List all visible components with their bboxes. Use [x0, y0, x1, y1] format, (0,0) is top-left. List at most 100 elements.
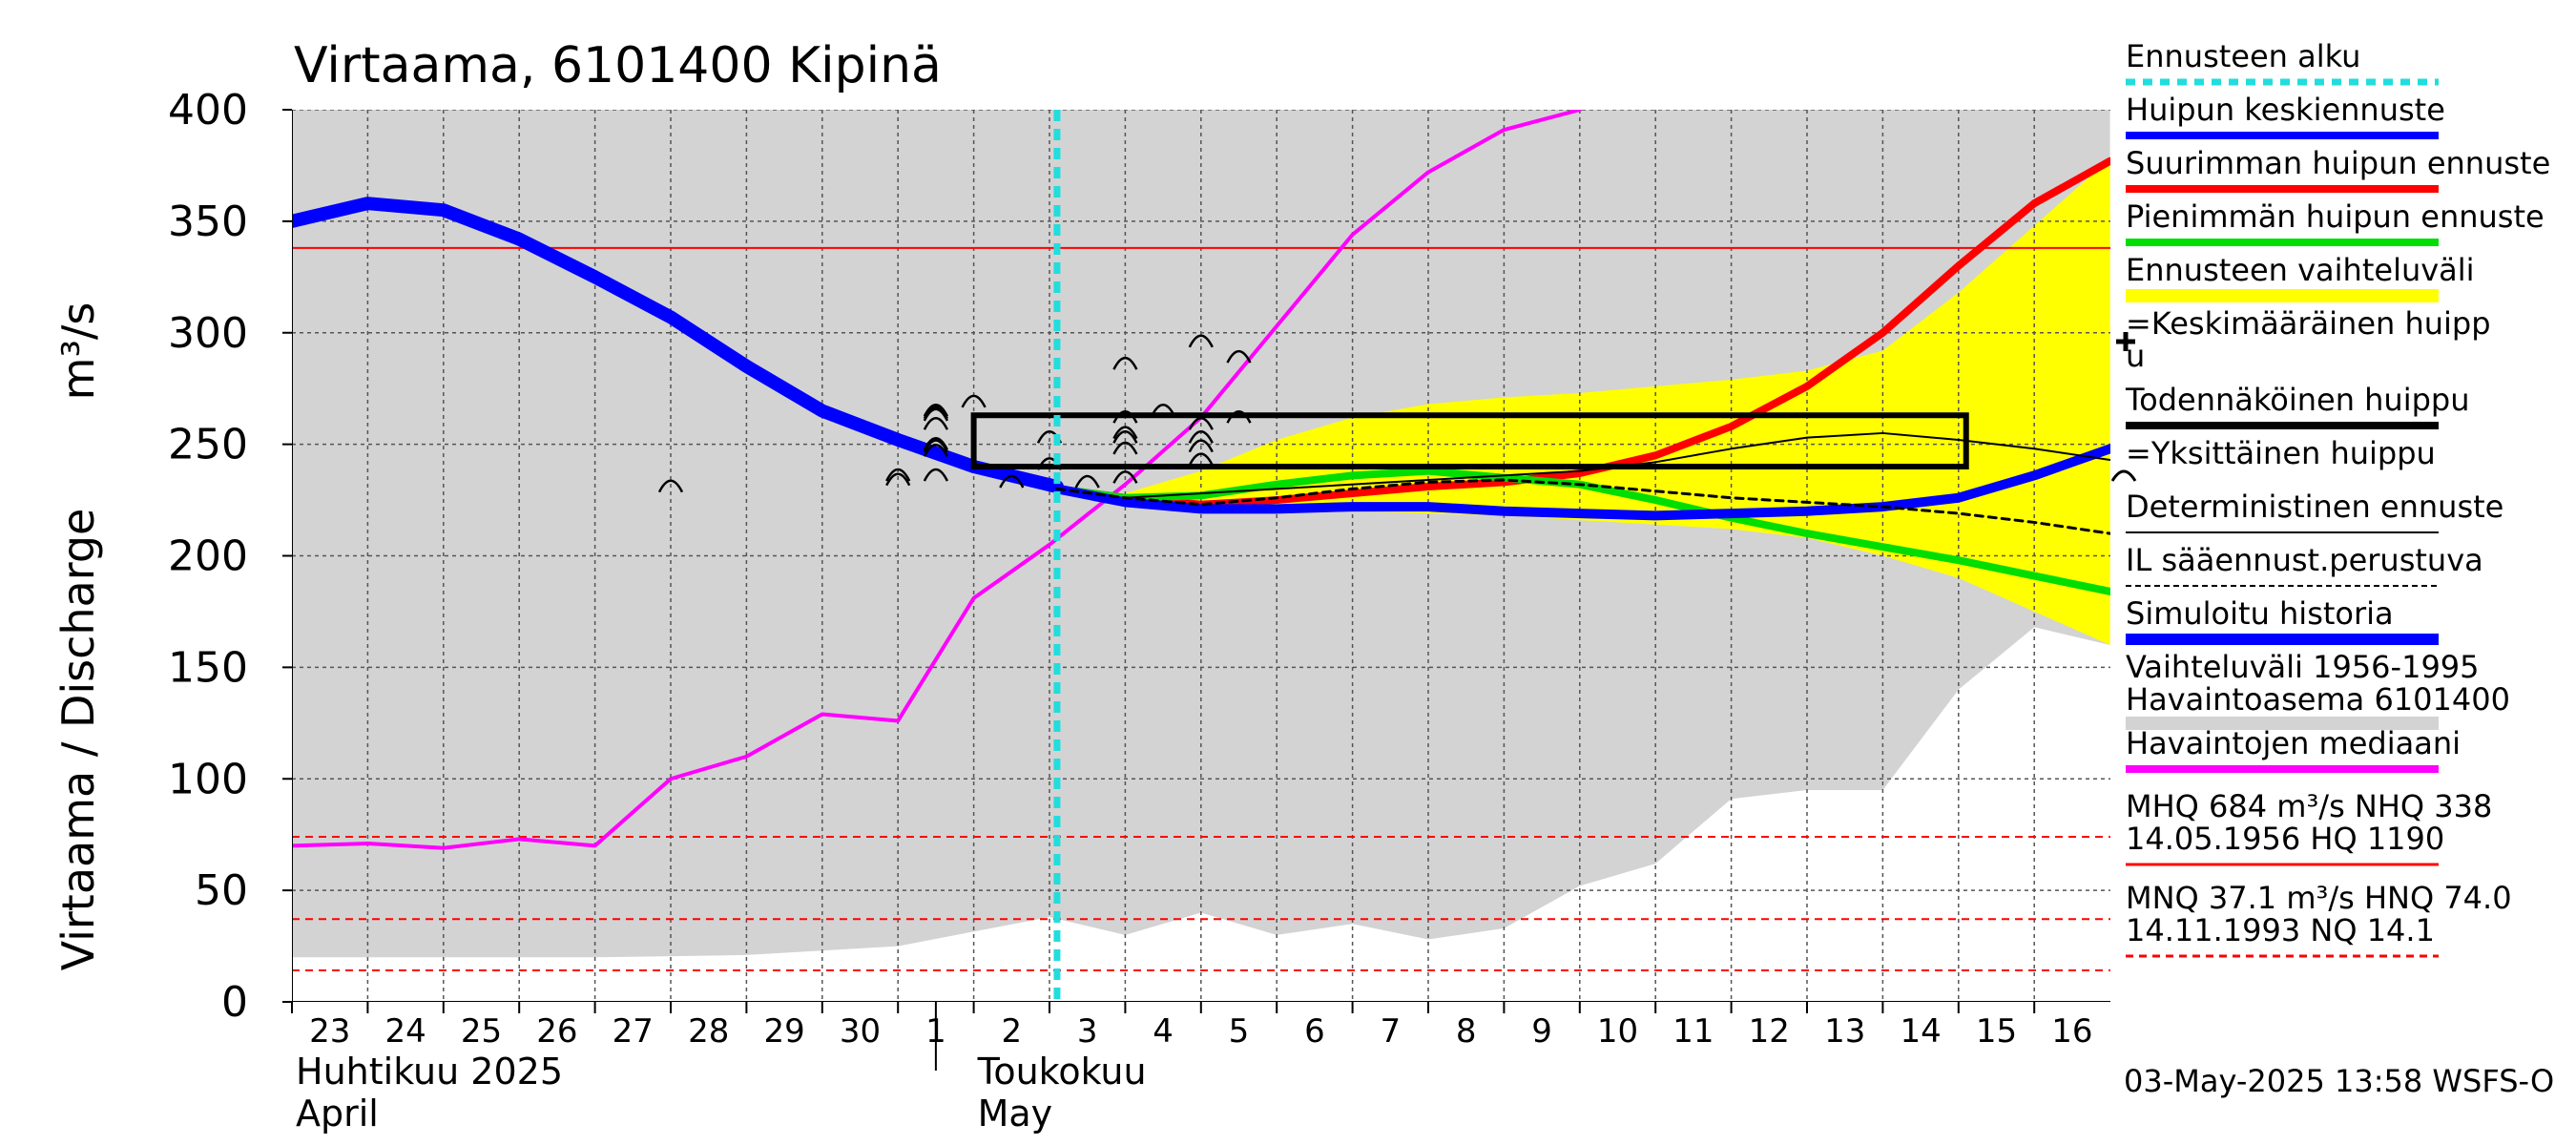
individual-peak-marker [1112, 426, 1138, 440]
legend-label-line2: u [2126, 338, 2145, 374]
legend-label: Pienimmän huipun ennuste [2126, 198, 2545, 235]
individual-peak-marker [923, 444, 949, 457]
individual-peak-marker [999, 474, 1025, 489]
series-huipun-keskiennuste [1051, 444, 2110, 521]
individual-peak-marker [885, 472, 911, 487]
x-tick-label: 6 [1304, 1012, 1325, 1051]
individual-peak-marker [1226, 349, 1252, 364]
x-tick-label: 28 [688, 1012, 729, 1051]
individual-peak-marker [1226, 410, 1252, 424]
legend-label-line2: Havaintoasema 6101400 [2126, 681, 2510, 718]
x-tick-label: 7 [1380, 1012, 1401, 1051]
individual-peak-marker [1188, 334, 1214, 348]
plot-area [292, 110, 2110, 1002]
legend-label: Huipun keskiennuste [2126, 92, 2445, 128]
x-tick-label: 23 [309, 1012, 350, 1051]
stats-line2: 14.05.1956 HQ 1190 [2126, 821, 2444, 857]
x-tick-label: 24 [384, 1012, 426, 1051]
individual-peak-marker [1112, 441, 1138, 455]
x-tick-label: 27 [613, 1012, 654, 1051]
y-axis: 0 50 100 150 200 250 300 350 400 [168, 86, 292, 1027]
y-tick-label: 100 [168, 755, 248, 803]
timestamp: 03-May-2025 13:58 WSFS-O [2124, 1063, 2554, 1099]
legend-swatch [2126, 289, 2439, 302]
plus-icon [2116, 332, 2135, 351]
legend-label: Havaintojen mediaani [2126, 725, 2461, 761]
x-tick-label: 3 [1077, 1012, 1098, 1051]
x-tick-label: 13 [1824, 1012, 1865, 1051]
individual-peak-marker [961, 394, 987, 408]
legend-label: Ennusteen alku [2126, 38, 2360, 74]
x-tick-label: 26 [536, 1012, 577, 1051]
x-tick-label: 9 [1531, 1012, 1552, 1051]
x-tick-label: 10 [1597, 1012, 1638, 1051]
legend-swatch [2126, 717, 2439, 730]
legend-label: Simuloitu historia [2126, 595, 2394, 632]
peak-arc-icon [2110, 469, 2137, 482]
y-tick-label: 0 [221, 978, 248, 1027]
y-axis-label: Virtaama / Discharge [52, 509, 104, 971]
x-tick-label: 15 [1976, 1012, 2017, 1051]
y-tick-label: 200 [168, 532, 248, 581]
legend: Ennusteen alku Huipun keskiennuste Suurimm… [2110, 38, 2550, 958]
individual-peak-marker [1188, 439, 1214, 453]
individual-peak-marker [1112, 430, 1138, 444]
legend-label: =Yksittäinen huippu [2126, 435, 2436, 471]
x-tick-label: 8 [1456, 1012, 1477, 1051]
x-tick-label: 4 [1153, 1012, 1174, 1051]
x-tick-label: 2 [1001, 1012, 1022, 1051]
x-tick-label: 16 [2051, 1012, 2092, 1051]
x-tick-label: 12 [1749, 1012, 1790, 1051]
x-tick-label: 30 [840, 1012, 881, 1051]
legend-label: Suurimman huipun ennuste [2126, 145, 2550, 181]
legend-label: IL sääennust.perustuva [2126, 542, 2483, 578]
month-label-en: May [978, 1093, 1053, 1135]
stats-line1: MNQ 37.1 m³/s HNQ 74.0 [2126, 880, 2512, 916]
individual-peak-marker [1074, 474, 1100, 489]
x-tick-label: 5 [1229, 1012, 1250, 1051]
x-tick-label: 29 [763, 1012, 804, 1051]
series-il-s-ennust-perustuva [1055, 478, 2110, 535]
individual-peak-marker [1112, 356, 1138, 370]
individual-peak-marker [657, 479, 684, 493]
y-tick-label: 400 [168, 86, 248, 135]
legend-label: Ennusteen vaihteluväli [2126, 252, 2475, 288]
stats-line1: MHQ 684 m³/s NHQ 338 [2126, 788, 2492, 824]
series-todenn-k-inen-huippu [1124, 431, 2110, 499]
individual-peak-marker [923, 468, 949, 482]
y-tick-label: 150 [168, 643, 248, 692]
individual-peak-marker [923, 404, 949, 417]
x-tick-label: 25 [461, 1012, 502, 1051]
month-label-fi: Huhtikuu 2025 [296, 1051, 563, 1093]
individual-peak-marker [885, 468, 911, 482]
individual-peak-marker [1188, 430, 1214, 444]
y-tick-label: 350 [168, 198, 248, 246]
individual-peak-marker [1150, 404, 1176, 417]
individual-peak-marker [923, 437, 949, 450]
legend-label: =Keskimääräinen huipp [2126, 305, 2491, 342]
y-tick-label: 250 [168, 421, 248, 469]
individual-peak-marker [1036, 457, 1063, 470]
individual-peak-marker [923, 417, 949, 430]
legend-label: Deterministinen ennuste [2126, 489, 2503, 525]
series-simuloitu-historia [292, 197, 1064, 494]
y-axis-unit: m³/s [52, 302, 104, 401]
x-tick-label: 14 [1900, 1012, 1941, 1051]
individual-peak-marker [1112, 410, 1138, 424]
stats-line2: 14.11.1993 NQ 14.1 [2126, 912, 2435, 948]
individual-peak-marker [1188, 417, 1214, 430]
legend-label: Todennäköinen huippu [2125, 382, 2470, 418]
chart-title: Virtaama, 6101400 Kipinä [294, 37, 942, 94]
series-suurimman-huipun-ennuste [1052, 156, 2110, 509]
individual-peak-marker [1188, 452, 1214, 467]
forecast-range-band [1056, 158, 2110, 646]
x-tick-label: 11 [1672, 1012, 1714, 1051]
legend-label: Vaihteluväli 1956-1995 [2126, 649, 2480, 685]
month-label-en: April [296, 1093, 379, 1135]
x-axis: 23 24 25 26 27 28 29 30 1 2 3 4 5 6 7 8 9 10 11 12 13 14 15 16H… [291, 1002, 2093, 1135]
y-tick-label: 50 [195, 866, 248, 915]
series-havaintojen-mediaani [292, 110, 1582, 850]
probable-peak-box [970, 412, 1969, 469]
y-tick-label: 300 [168, 309, 248, 358]
